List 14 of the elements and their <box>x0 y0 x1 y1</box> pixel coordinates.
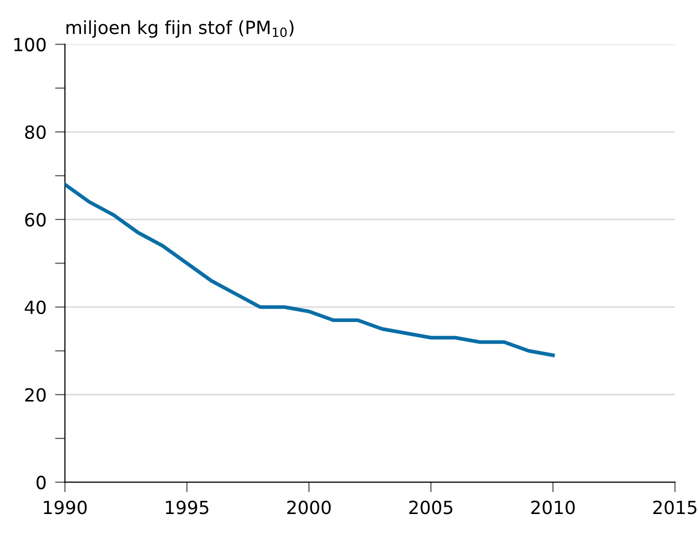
y-tick-label: 100 <box>14 38 46 52</box>
y-tick-label: 80 <box>25 125 46 140</box>
y-tick-label: 0 <box>36 476 46 490</box>
x-tick-label: 2010 <box>531 500 575 514</box>
x-tick-label: 2000 <box>287 500 331 514</box>
x-tick-label: 2005 <box>409 500 452 514</box>
y-tick-label: 60 <box>25 212 46 227</box>
x-tick-label: 2015 <box>653 500 696 514</box>
line-series <box>64 182 555 358</box>
y-tick-label: 20 <box>25 388 46 402</box>
x-tick-label: 1990 <box>44 500 87 514</box>
y-axis-title: miljoen kg fijn stof (PM$_{10}$) <box>66 20 294 38</box>
x-tick-label: 1995 <box>166 500 208 514</box>
y-tick-label: 40 <box>24 300 46 314</box>
